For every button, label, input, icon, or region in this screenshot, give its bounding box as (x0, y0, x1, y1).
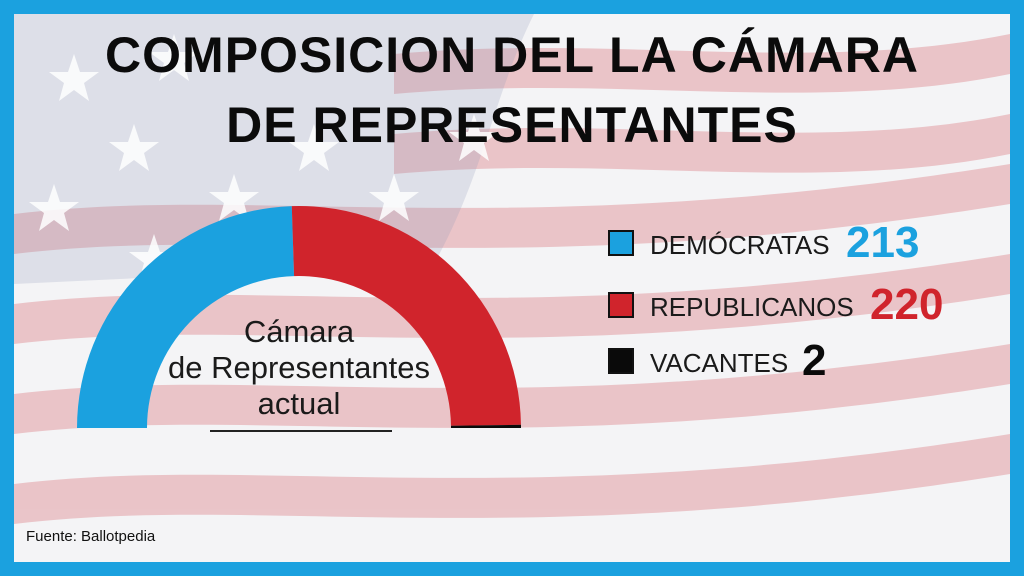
legend-label-vacancies: VACANTES (650, 348, 789, 378)
arc-democrats (77, 206, 295, 428)
source-note: Fuente: Ballotpedia (26, 528, 156, 545)
legend-value-democrats: 213 (846, 218, 920, 267)
center-label-line-2: de Representantes (168, 350, 430, 385)
legend-value-republicans: 220 (870, 280, 944, 329)
infographic-canvas: COMPOSICION DEL LA CÁMARA DE REPRESENTAN… (14, 14, 1010, 562)
legend-swatch-democrats (608, 230, 634, 256)
legend-label-democrats: DEMÓCRATAS (650, 230, 830, 260)
legend-swatch-vacancies (608, 348, 634, 374)
legend-swatch-republicans (608, 292, 634, 318)
legend-value-vacancies: 2 (802, 336, 827, 385)
arc-republicans (291, 206, 521, 426)
center-label-line-1: Cámara (243, 314, 355, 349)
chart-title-line-2: DE REPRESENTANTES (226, 97, 798, 153)
legend-label-republicans: REPUBLICANOS (650, 292, 854, 322)
arc-vacancies (450, 424, 521, 428)
center-label-line-3: actual (257, 386, 341, 421)
semicircle-chart (77, 206, 521, 432)
chart-title-line-1: COMPOSICION DEL LA CÁMARA (105, 27, 919, 83)
